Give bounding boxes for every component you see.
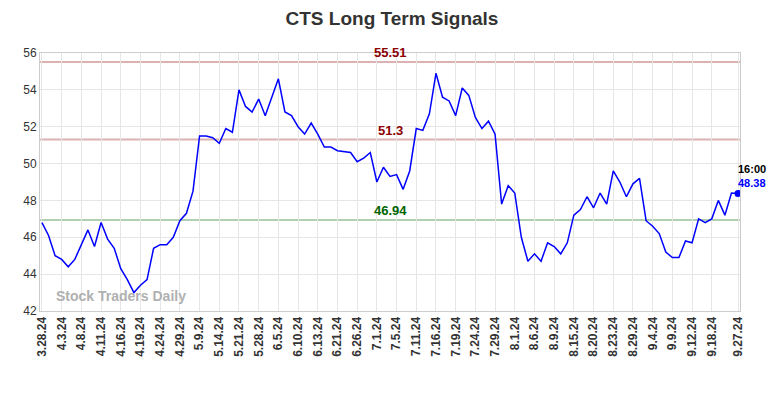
svg-text:7.1.24: 7.1.24 bbox=[370, 316, 384, 350]
svg-text:8.1.24: 8.1.24 bbox=[508, 316, 522, 350]
svg-text:5.28.24: 5.28.24 bbox=[252, 316, 266, 356]
svg-text:5.14.24: 5.14.24 bbox=[212, 316, 226, 356]
svg-text:4.19.24: 4.19.24 bbox=[133, 316, 147, 356]
svg-text:50: 50 bbox=[23, 157, 37, 171]
svg-text:CTS Long Term Signals: CTS Long Term Signals bbox=[286, 8, 499, 29]
svg-text:6.13.24: 6.13.24 bbox=[311, 316, 325, 356]
svg-text:8.9.24: 8.9.24 bbox=[547, 316, 561, 350]
svg-text:6.21.24: 6.21.24 bbox=[330, 316, 344, 356]
svg-text:8.23.24: 8.23.24 bbox=[606, 316, 620, 356]
svg-text:48: 48 bbox=[23, 194, 37, 208]
svg-text:7.11.24: 7.11.24 bbox=[409, 316, 423, 356]
svg-text:4.29.24: 4.29.24 bbox=[173, 316, 187, 356]
svg-text:3.28.24: 3.28.24 bbox=[35, 316, 49, 356]
svg-text:42: 42 bbox=[23, 304, 37, 318]
svg-text:9.4.24: 9.4.24 bbox=[646, 316, 660, 350]
svg-text:55.51: 55.51 bbox=[374, 45, 407, 60]
svg-text:4.11.24: 4.11.24 bbox=[94, 316, 108, 356]
svg-text:16:00: 16:00 bbox=[738, 163, 766, 175]
svg-text:51.3: 51.3 bbox=[378, 123, 403, 138]
svg-text:7.24.24: 7.24.24 bbox=[468, 316, 482, 356]
svg-text:4.24.24: 4.24.24 bbox=[153, 316, 167, 356]
svg-text:7.29.24: 7.29.24 bbox=[488, 316, 502, 356]
svg-text:8.6.24: 8.6.24 bbox=[527, 316, 541, 350]
svg-text:9.27.24: 9.27.24 bbox=[731, 316, 745, 356]
svg-text:8.20.24: 8.20.24 bbox=[586, 316, 600, 356]
svg-text:4.16.24: 4.16.24 bbox=[114, 316, 128, 356]
svg-text:5.21.24: 5.21.24 bbox=[232, 316, 246, 356]
svg-text:48.38: 48.38 bbox=[738, 177, 766, 189]
svg-text:8.29.24: 8.29.24 bbox=[626, 316, 640, 356]
svg-text:4.8.24: 4.8.24 bbox=[74, 316, 88, 350]
svg-text:9.18.24: 9.18.24 bbox=[705, 316, 719, 356]
svg-text:54: 54 bbox=[23, 83, 37, 97]
svg-text:7.16.24: 7.16.24 bbox=[429, 316, 443, 356]
svg-text:7.5.24: 7.5.24 bbox=[389, 316, 403, 350]
svg-text:9.12.24: 9.12.24 bbox=[685, 316, 699, 356]
svg-text:46.94: 46.94 bbox=[374, 203, 407, 218]
svg-text:Stock Traders Daily: Stock Traders Daily bbox=[56, 288, 186, 304]
svg-text:7.19.24: 7.19.24 bbox=[449, 316, 463, 356]
svg-text:6.10.24: 6.10.24 bbox=[291, 316, 305, 356]
svg-text:46: 46 bbox=[23, 230, 37, 244]
svg-text:6.5.24: 6.5.24 bbox=[271, 316, 285, 350]
svg-text:6.26.24: 6.26.24 bbox=[350, 316, 364, 356]
svg-text:52: 52 bbox=[23, 120, 37, 134]
svg-text:9.9.24: 9.9.24 bbox=[665, 316, 679, 350]
svg-text:56: 56 bbox=[23, 46, 37, 60]
svg-text:4.3.24: 4.3.24 bbox=[55, 316, 69, 350]
svg-text:8.15.24: 8.15.24 bbox=[567, 316, 581, 356]
svg-text:44: 44 bbox=[23, 267, 37, 281]
svg-text:5.9.24: 5.9.24 bbox=[192, 316, 206, 350]
